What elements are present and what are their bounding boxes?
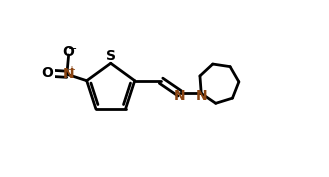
Text: N: N [63,67,74,81]
Text: O: O [41,66,53,80]
Text: −: − [68,44,77,54]
Text: S: S [106,49,116,63]
Text: N: N [174,89,186,103]
Text: N: N [196,89,208,103]
Text: +: + [67,65,75,75]
Text: O: O [63,45,75,59]
